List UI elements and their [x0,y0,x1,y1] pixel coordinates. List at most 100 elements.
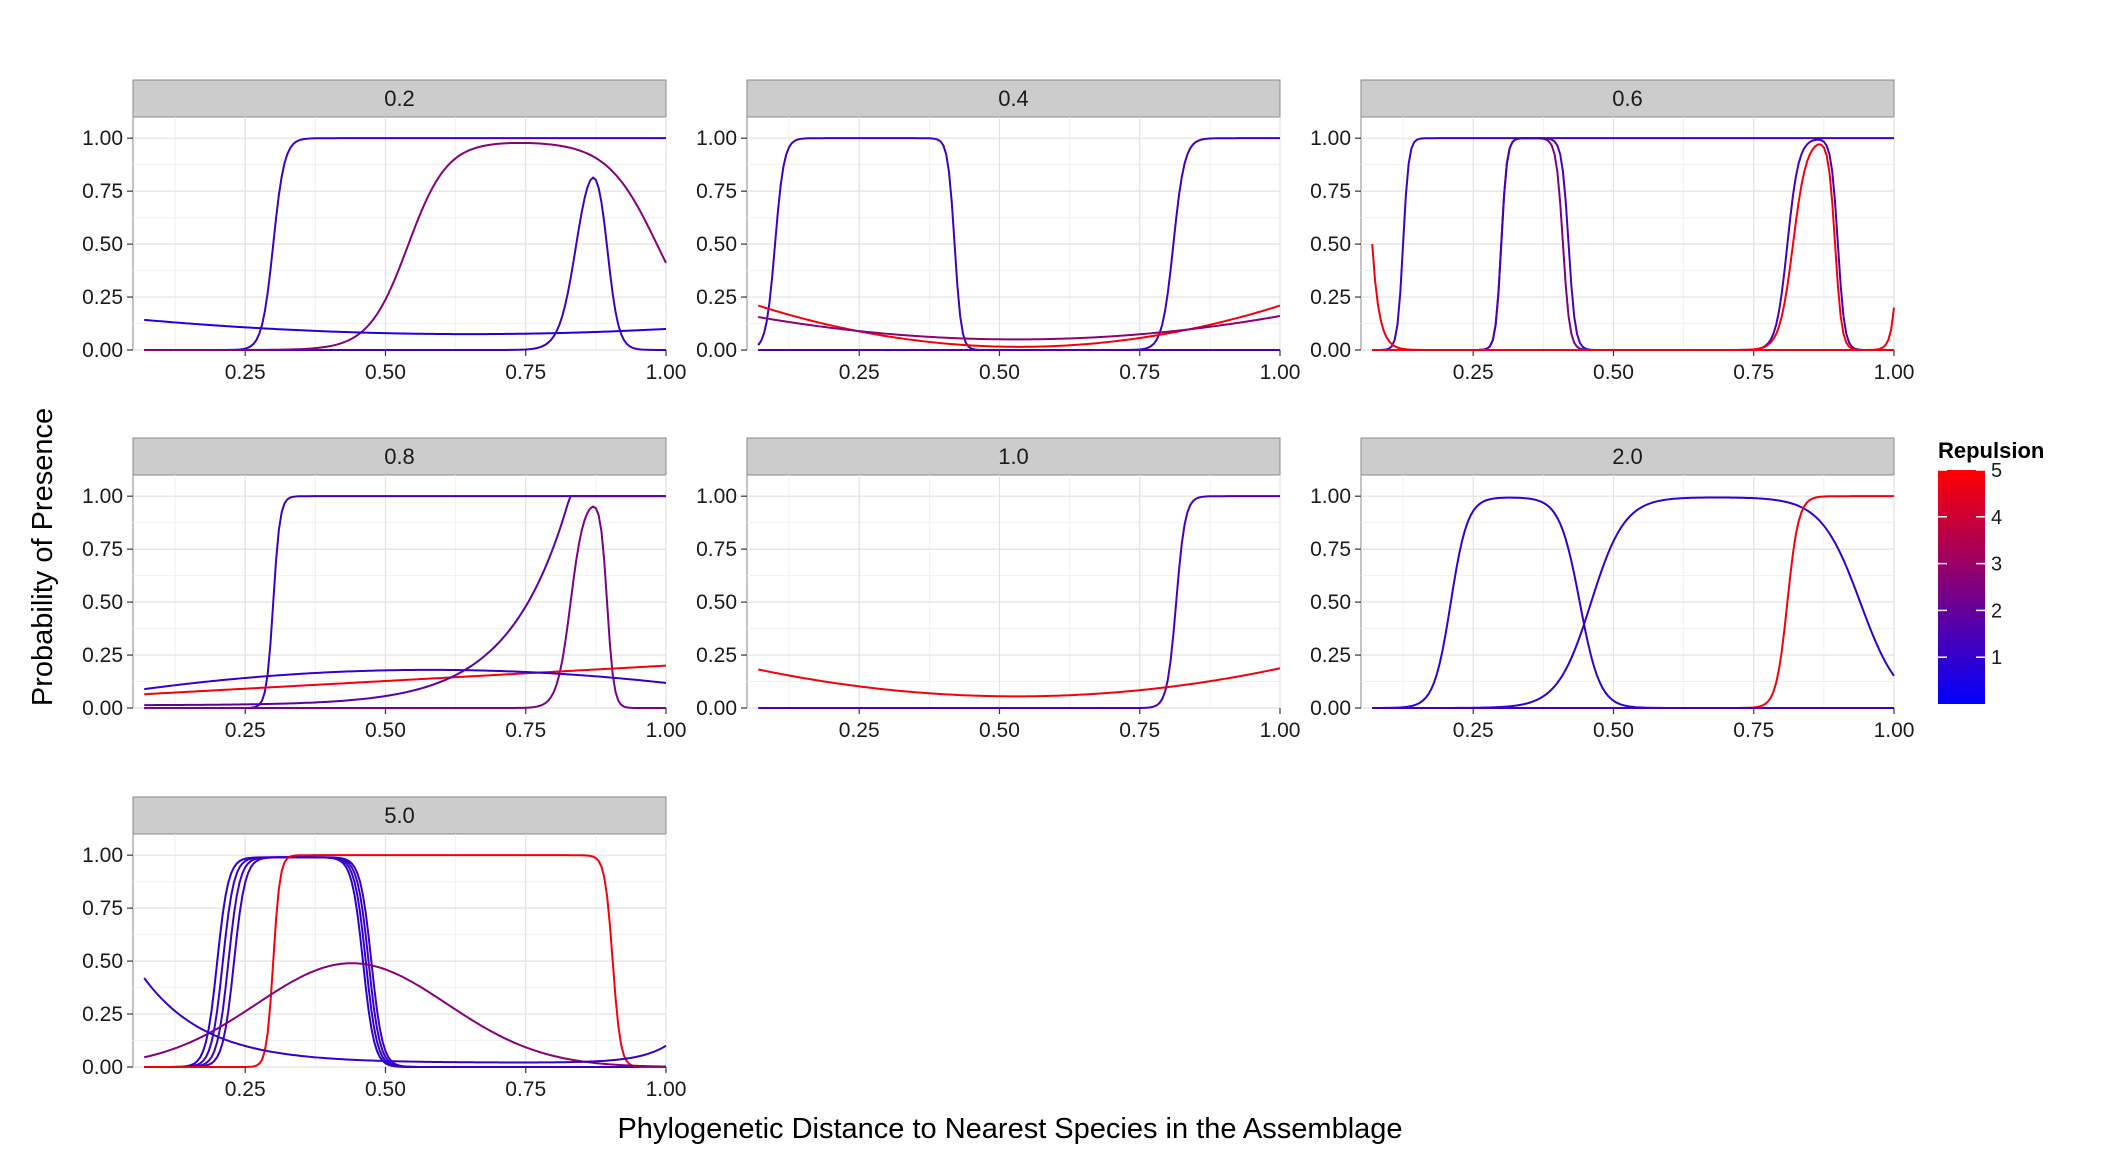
x-tick-label: 0.50 [979,719,1020,742]
series-line [143,977,667,1064]
grid-lines [133,834,667,1068]
y-tick-label: 0.75 [696,538,737,561]
series-line [144,318,667,336]
x-tick-label: 0.50 [1593,361,1634,384]
facet-strip [132,79,667,118]
facet-label: 0.2 [384,86,415,111]
x-tick-label: 0.75 [1119,719,1160,742]
x-tick-label: 1.00 [1260,719,1301,742]
series-line [1371,244,1895,351]
x-tick-label: 1.00 [646,361,687,384]
x-tick-label: 0.25 [839,719,880,742]
panel-background [746,474,1281,709]
x-tick-label: 0.75 [1733,361,1774,384]
x-tick-label: 0.75 [1733,719,1774,742]
x-tick-label: 1.00 [1874,361,1915,384]
grid-lines [747,117,1281,351]
facet-panel: 0.8 0.00 0.25 0.50 0.75 1.00 0.25 0.50 0.75 1.00 [82,437,687,742]
facet-strip [1360,79,1895,118]
y-tick-label: 0.75 [82,180,123,203]
series-line [758,315,1281,341]
facet-label: 0.4 [998,86,1029,111]
facet-label: 1.0 [998,444,1029,469]
y-tick-label: 0.00 [1310,339,1351,362]
y-tick-label: 1.00 [82,485,123,508]
y-tick-label: 0.25 [1310,644,1351,667]
facet-label: 2.0 [1612,444,1643,469]
y-tick-label: 1.00 [696,127,737,150]
series-line [144,854,666,1068]
x-tick-label: 0.50 [1593,719,1634,742]
legend-tick-label: 4 [1991,507,2002,529]
x-tick-label: 0.50 [979,361,1020,384]
series-line [144,505,666,709]
x-axis-title: Phylogenetic Distance to Nearest Species… [617,1113,1402,1145]
facet-panel: 0.6 0.00 0.25 0.50 0.75 1.00 0.25 0.50 0.75 1.00 [1310,79,1915,384]
y-tick-label: 0.00 [696,339,737,362]
y-tick-label: 0.25 [696,644,737,667]
legend-tick-label: 1 [1991,647,2002,669]
x-tick-label: 0.25 [1453,361,1494,384]
series-line [758,667,1281,698]
x-tick-label: 0.75 [505,1078,546,1101]
y-tick-label: 0.50 [1310,591,1351,614]
facet-label: 0.8 [384,444,415,469]
facet-panel: 2.0 0.00 0.25 0.50 0.75 1.00 0.25 0.50 0.75 1.00 [1310,437,1915,742]
panel-background [746,116,1281,351]
panel-background [132,474,667,709]
x-tick-label: 1.00 [646,719,687,742]
x-tick-label: 1.00 [646,1078,687,1101]
repulsion-legend: Repulsion 1 2 3 4 5 [1938,438,2044,704]
y-tick-label: 0.50 [1310,233,1351,256]
y-tick-label: 0.25 [1310,286,1351,309]
x-tick-label: 0.25 [225,1078,266,1101]
y-tick-label: 1.00 [82,844,123,867]
facet-strip [132,437,667,476]
x-tick-label: 0.75 [1119,361,1160,384]
facet-panel: 5.0 0.00 0.25 0.50 0.75 1.00 0.25 0.50 0.75 1.00 [82,796,687,1101]
facet-panel: 1.0 0.00 0.25 0.50 0.75 1.00 0.25 0.50 0.75 1.00 [696,437,1301,742]
facet-strip [132,796,667,835]
x-tick-label: 1.00 [1874,719,1915,742]
facet-panel: 0.4 0.00 0.25 0.50 0.75 1.00 0.25 0.50 0.75 1.00 [696,79,1301,384]
x-tick-label: 0.50 [365,719,406,742]
series-line [144,664,667,696]
y-tick-label: 1.00 [82,127,123,150]
y-tick-label: 0.75 [696,180,737,203]
x-tick-label: 1.00 [1260,361,1301,384]
y-tick-label: 0.75 [82,897,123,920]
x-tick-label: 0.25 [1453,719,1494,742]
x-tick-label: 0.75 [505,719,546,742]
legend-tick-label: 3 [1991,554,2002,576]
facet-panels: 0.2 0.00 0.25 0.50 0.75 1.00 0.25 0.50 0.75 1.00 0… [82,79,1915,1101]
panel-background [1360,474,1895,709]
y-tick-label: 0.00 [82,339,123,362]
series-line [758,495,1280,709]
legend-tick-label: 2 [1991,600,2002,622]
y-tick-label: 0.25 [82,286,123,309]
x-tick-label: 0.75 [505,361,546,384]
legend-ticks: 1 2 3 4 5 [1938,460,2002,669]
panel-background [1360,116,1895,351]
y-tick-label: 0.25 [696,286,737,309]
series-line [144,856,666,1068]
facet-strip [746,79,1281,118]
y-tick-label: 0.75 [82,538,123,561]
y-tick-label: 1.00 [696,485,737,508]
y-tick-label: 0.75 [1310,538,1351,561]
legend-tick-label: 5 [1991,460,2002,482]
y-tick-label: 0.50 [82,950,123,973]
x-tick-label: 0.50 [365,361,406,384]
grid-lines [133,117,667,351]
legend-title: Repulsion [1938,438,2044,463]
y-tick-label: 0.00 [696,697,737,720]
panel-background [132,833,667,1068]
series-line [144,141,667,351]
series-line [144,495,666,707]
legend-colorbar [1938,470,1985,704]
y-tick-label: 0.25 [82,1003,123,1026]
y-tick-label: 0.50 [696,233,737,256]
y-tick-label: 0.75 [1310,180,1351,203]
series-line [1372,137,1894,351]
